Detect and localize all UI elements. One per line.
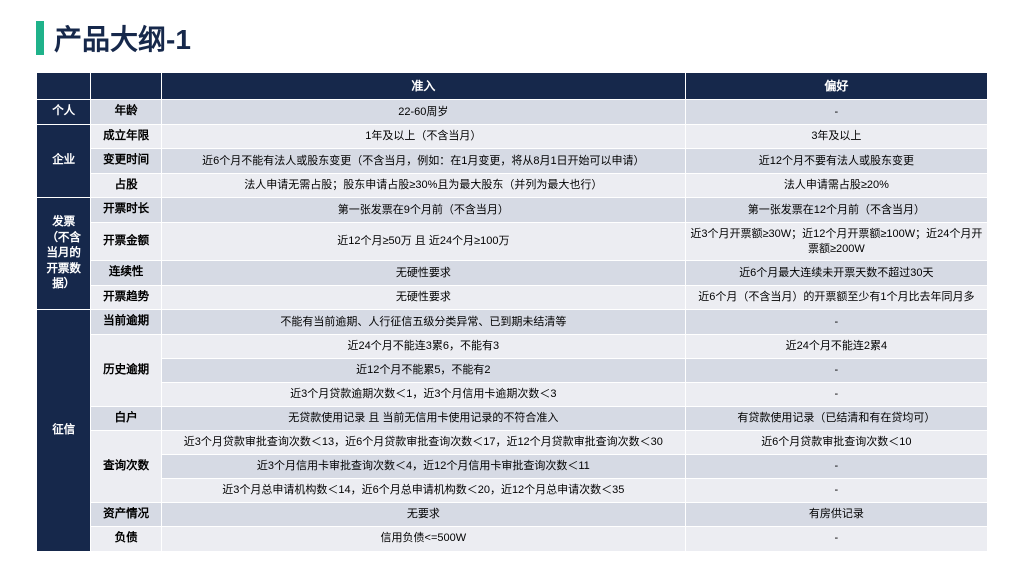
col-category	[37, 73, 91, 100]
zr-cell: 无硬性要求	[161, 261, 685, 286]
table-row: 历史逾期 近24个月不能连3累6，不能有3 近24个月不能连2累4	[37, 335, 988, 359]
zr-cell: 无硬性要求	[161, 285, 685, 310]
sub-cell: 成立年限	[91, 124, 162, 149]
table-row: 资产情况 无要求 有房供记录	[37, 502, 988, 527]
ph-cell: -	[685, 527, 987, 552]
title-accent-bar	[36, 21, 44, 55]
ph-cell: -	[685, 310, 987, 335]
col-sub	[91, 73, 162, 100]
zr-cell: 1年及以上（不含当月）	[161, 124, 685, 149]
ph-cell: 有房供记录	[685, 502, 987, 527]
ph-cell: -	[685, 478, 987, 502]
zr-cell: 第一张发票在9个月前（不含当月）	[161, 198, 685, 223]
ph-cell: 近6个月最大连续未开票天数不超过30天	[685, 261, 987, 286]
sub-cell: 年龄	[91, 100, 162, 125]
zr-cell: 近24个月不能连3累6，不能有3	[161, 335, 685, 359]
zr-cell: 近12个月不能累5，不能有2	[161, 358, 685, 382]
sub-cell: 当前逾期	[91, 310, 162, 335]
ph-cell: 3年及以上	[685, 124, 987, 149]
sub-cell: 变更时间	[91, 149, 162, 174]
ph-cell: -	[685, 100, 987, 125]
zr-cell: 近3个月总申请机构数＜14，近6个月总申请机构数＜20，近12个月总申请次数＜3…	[161, 478, 685, 502]
zr-cell: 无要求	[161, 502, 685, 527]
zr-cell: 近12个月≥50万 且 近24个月≥100万	[161, 222, 685, 261]
ph-cell: 近6个月贷款审批查询次数＜10	[685, 431, 987, 455]
zr-cell: 信用负债<=500W	[161, 527, 685, 552]
table-body: 个人 年龄 22-60周岁 - 企业 成立年限 1年及以上（不含当月） 3年及以…	[37, 100, 988, 551]
sub-cell: 连续性	[91, 261, 162, 286]
table-row: 负债 信用负债<=500W -	[37, 527, 988, 552]
table-row: 白户 无贷款使用记录 且 当前无信用卡使用记录的不符合准入 有贷款使用记录（已结…	[37, 406, 988, 431]
table-row: 查询次数 近3个月贷款审批查询次数＜13，近6个月贷款审批查询次数＜17，近12…	[37, 431, 988, 455]
sub-cell: 资产情况	[91, 502, 162, 527]
table-row: 发票（不含当月的开票数据） 开票时长 第一张发票在9个月前（不含当月） 第一张发…	[37, 198, 988, 223]
table-row: 近3个月总申请机构数＜14，近6个月总申请机构数＜20，近12个月总申请次数＜3…	[37, 478, 988, 502]
table-row: 连续性 无硬性要求 近6个月最大连续未开票天数不超过30天	[37, 261, 988, 286]
table-row: 开票金额 近12个月≥50万 且 近24个月≥100万 近3个月开票额≥30W；…	[37, 222, 988, 261]
table-row: 近12个月不能累5，不能有2 -	[37, 358, 988, 382]
ph-cell: 有贷款使用记录（已结清和有在贷均可）	[685, 406, 987, 431]
title-row: 产品大纲-1	[36, 18, 988, 58]
sub-cell: 开票趋势	[91, 285, 162, 310]
zr-cell: 法人申请无需占股；股东申请占股≥30%且为最大股东（并列为最大也行）	[161, 173, 685, 198]
zr-cell: 近3个月信用卡审批查询次数＜4，近12个月信用卡审批查询次数＜11	[161, 454, 685, 478]
sub-cell: 开票金额	[91, 222, 162, 261]
sub-cell: 查询次数	[91, 431, 162, 503]
slide-title: 产品大纲-1	[54, 18, 191, 58]
table-row: 个人 年龄 22-60周岁 -	[37, 100, 988, 125]
table-row: 占股 法人申请无需占股；股东申请占股≥30%且为最大股东（并列为最大也行） 法人…	[37, 173, 988, 198]
ph-cell: 近3个月开票额≥30W；近12个月开票额≥100W；近24个月开票额≥200W	[685, 222, 987, 261]
table-header-row: 准入 偏好	[37, 73, 988, 100]
zr-cell: 近3个月贷款逾期次数＜1，近3个月信用卡逾期次数＜3	[161, 382, 685, 406]
criteria-table: 准入 偏好 个人 年龄 22-60周岁 - 企业 成立年限 1年及以上（不含当月…	[36, 72, 988, 552]
zr-cell: 近6个月不能有法人或股东变更（不含当月，例如：在1月变更，将从8月1日开始可以申…	[161, 149, 685, 174]
sub-cell: 历史逾期	[91, 335, 162, 407]
cat-cell: 企业	[37, 124, 91, 198]
cat-cell: 征信	[37, 310, 91, 551]
ph-cell: -	[685, 382, 987, 406]
zr-cell: 近3个月贷款审批查询次数＜13，近6个月贷款审批查询次数＜17，近12个月贷款审…	[161, 431, 685, 455]
zr-cell: 不能有当前逾期、人行征信五级分类异常、已到期未结清等	[161, 310, 685, 335]
table-row: 征信 当前逾期 不能有当前逾期、人行征信五级分类异常、已到期未结清等 -	[37, 310, 988, 335]
col-zhunru: 准入	[161, 73, 685, 100]
slide: 产品大纲-1 准入 偏好 个人 年龄 22-60周岁 - 企业	[0, 0, 1024, 562]
ph-cell: 第一张发票在12个月前（不含当月）	[685, 198, 987, 223]
zr-cell: 22-60周岁	[161, 100, 685, 125]
sub-cell: 白户	[91, 406, 162, 431]
sub-cell: 开票时长	[91, 198, 162, 223]
zr-cell: 无贷款使用记录 且 当前无信用卡使用记录的不符合准入	[161, 406, 685, 431]
ph-cell: 法人申请需占股≥20%	[685, 173, 987, 198]
ph-cell: 近12个月不要有法人或股东变更	[685, 149, 987, 174]
ph-cell: -	[685, 358, 987, 382]
ph-cell: 近6个月（不含当月）的开票额至少有1个月比去年同月多	[685, 285, 987, 310]
cat-cell: 个人	[37, 100, 91, 125]
ph-cell: -	[685, 454, 987, 478]
ph-cell: 近24个月不能连2累4	[685, 335, 987, 359]
table-row: 企业 成立年限 1年及以上（不含当月） 3年及以上	[37, 124, 988, 149]
sub-cell: 占股	[91, 173, 162, 198]
sub-cell: 负债	[91, 527, 162, 552]
table-row: 近3个月贷款逾期次数＜1，近3个月信用卡逾期次数＜3 -	[37, 382, 988, 406]
table-row: 开票趋势 无硬性要求 近6个月（不含当月）的开票额至少有1个月比去年同月多	[37, 285, 988, 310]
cat-cell: 发票（不含当月的开票数据）	[37, 198, 91, 310]
col-pianhao: 偏好	[685, 73, 987, 100]
table-row: 变更时间 近6个月不能有法人或股东变更（不含当月，例如：在1月变更，将从8月1日…	[37, 149, 988, 174]
table-row: 近3个月信用卡审批查询次数＜4，近12个月信用卡审批查询次数＜11 -	[37, 454, 988, 478]
